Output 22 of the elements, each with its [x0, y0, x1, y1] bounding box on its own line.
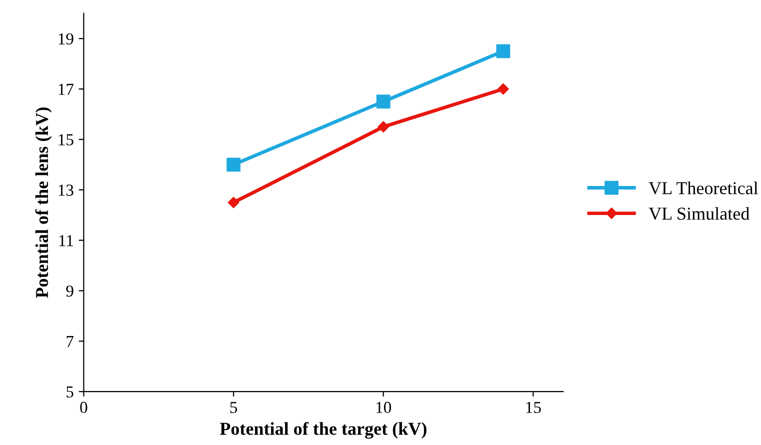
y-axis-title: Potential of the lens (kV) [35, 107, 52, 298]
point [498, 83, 509, 95]
y-tick-label: 19 [58, 33, 74, 45]
y-tick-label: 13 [58, 184, 74, 196]
y-tick-label: 11 [59, 235, 73, 246]
x-tick-label: 5 [230, 402, 238, 414]
x-axis-title: Potential of the target (kV) [220, 422, 426, 439]
y-tick-label: 7 [66, 336, 74, 347]
point [376, 94, 390, 109]
legend-label: VL Theoretical [648, 182, 758, 194]
y-tick-label: 9 [66, 285, 74, 297]
x-tick-label: 10 [376, 402, 392, 414]
y-tick-label: 5 [66, 386, 74, 398]
point [496, 44, 510, 58]
y-tick-label: 17 [58, 84, 74, 95]
x-tick-label: 0 [80, 402, 88, 414]
y-tick-label: 15 [58, 134, 74, 146]
legend-label: VL Simulated [648, 207, 750, 220]
point [226, 158, 240, 172]
point [228, 196, 240, 208]
point [378, 121, 389, 132]
x-tick-label: 15 [526, 402, 541, 414]
